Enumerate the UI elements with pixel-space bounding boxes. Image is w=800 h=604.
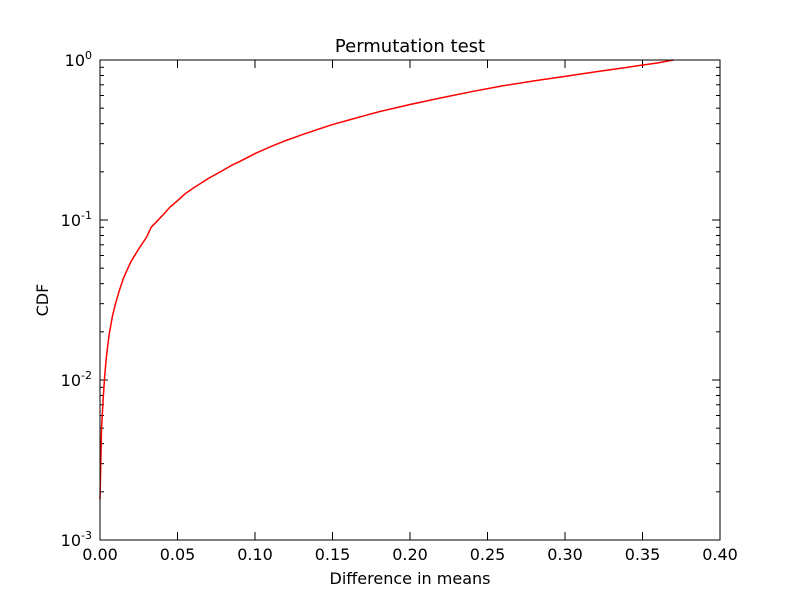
x-tick-label: 0.25	[470, 545, 506, 564]
x-tick-label: 0.35	[625, 545, 661, 564]
major-ticks	[99, 59, 721, 541]
y-axis-label: CDF	[33, 284, 52, 317]
x-tick-labels: 0.00 0.05 0.10 0.15 0.20 0.25 0.30 0.35 0.40	[82, 545, 738, 564]
y-tick-label-base: 10	[65, 51, 85, 70]
plot-frame	[99, 59, 721, 541]
y-tick-label: 10-1	[61, 209, 92, 230]
y-tick-label-exponent: -1	[81, 209, 92, 222]
y-tick-label-base: 10	[61, 531, 81, 550]
y-tick-label-exponent: -2	[81, 369, 92, 382]
x-tick-label: 0.15	[315, 545, 351, 564]
y-tick-label: 100	[65, 49, 92, 70]
x-tick-label: 0.20	[392, 545, 428, 564]
x-axis-label: Difference in means	[330, 569, 491, 588]
x-tick-label: 0.00	[82, 545, 118, 564]
x-tick-label: 0.10	[237, 545, 273, 564]
x-tick-label: 0.05	[160, 545, 196, 564]
y-tick-label-exponent: 0	[85, 49, 92, 62]
y-tick-label: 10-3	[61, 529, 92, 550]
y-tick-label-exponent: -3	[81, 529, 92, 542]
y-tick-label-base: 10	[61, 371, 81, 390]
y-tick-label-base: 10	[61, 211, 81, 230]
x-tick-label: 0.30	[547, 545, 583, 564]
series-line-cdf	[99, 59, 674, 500]
series-group	[99, 59, 674, 500]
chart-title: Permutation test	[335, 36, 485, 57]
y-tick-label: 10-2	[61, 369, 92, 390]
y-minor-ticks	[100, 66, 720, 493]
x-tick-label: 0.40	[702, 545, 738, 564]
